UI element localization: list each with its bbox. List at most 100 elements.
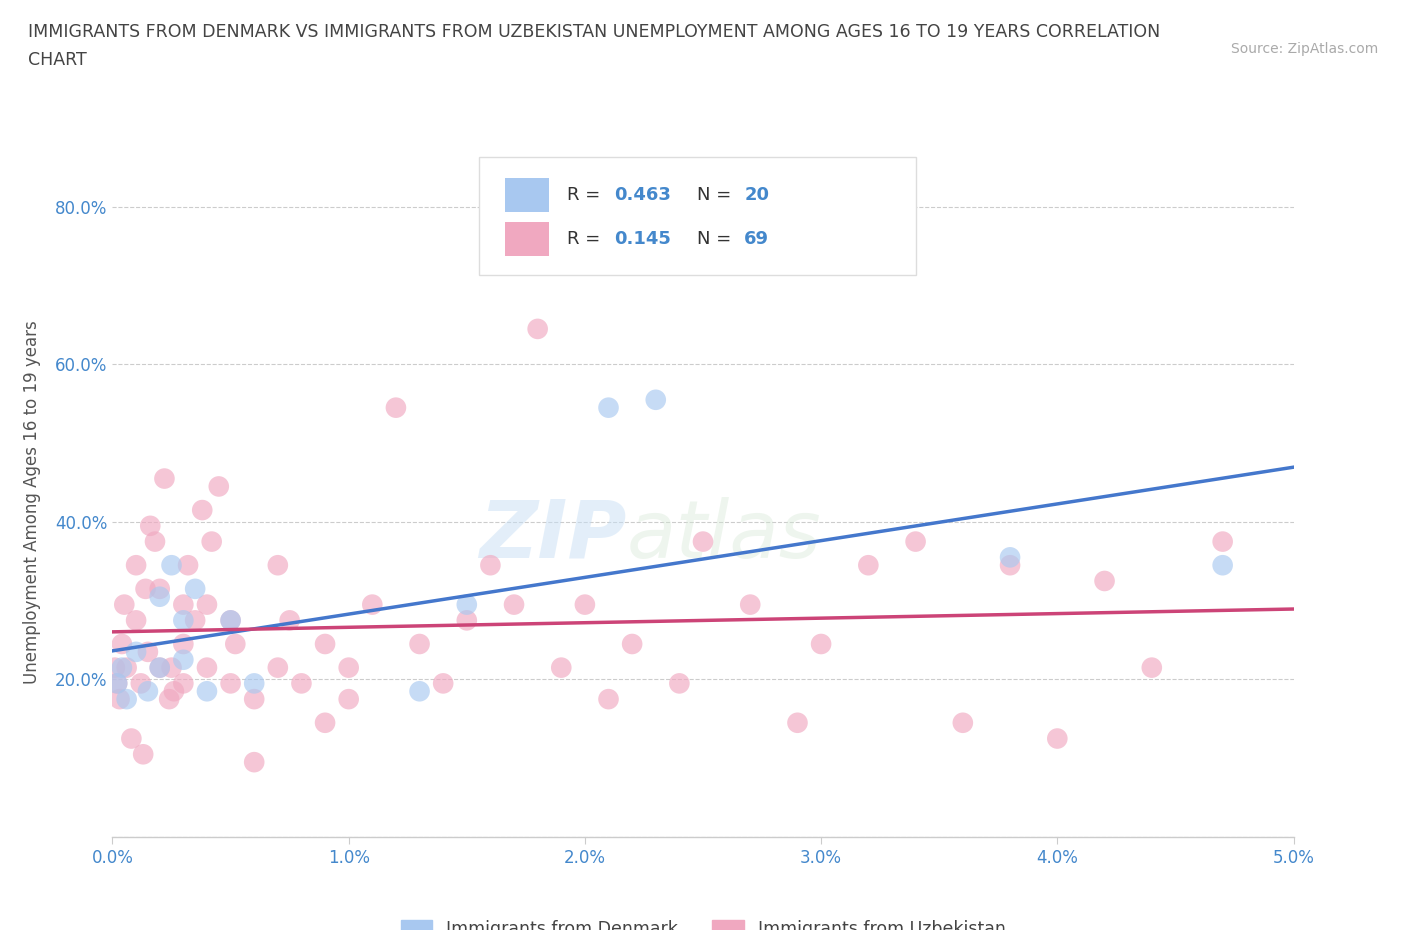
Point [668,676,690,691]
Point [111,660,134,675]
Point [177,558,200,573]
Point [479,558,502,573]
Point [278,613,301,628]
Point [224,636,246,651]
Point [120,731,142,746]
Point [243,692,266,707]
Point [998,550,1021,565]
Point [740,597,762,612]
Point [184,613,207,628]
Point [1140,660,1163,675]
Text: N =: N = [697,230,737,247]
Point [184,581,207,596]
Point [408,684,430,698]
Point [904,534,927,549]
Point [598,692,620,707]
Point [149,590,172,604]
Text: N =: N = [697,186,737,205]
Point [172,636,194,651]
Point [219,676,242,691]
Point [337,660,360,675]
Point [201,534,224,549]
Point [195,660,218,675]
Point [163,684,186,698]
Point [550,660,572,675]
Text: IMMIGRANTS FROM DENMARK VS IMMIGRANTS FROM UZBEKISTAN UNEMPLOYMENT AMONG AGES 16: IMMIGRANTS FROM DENMARK VS IMMIGRANTS FR… [28,23,1160,41]
Point [503,597,526,612]
Point [998,558,1021,573]
Point [149,660,172,675]
Point [195,684,218,698]
Text: 20: 20 [744,186,769,205]
Y-axis label: Unemployment Among Ages 16 to 19 years: Unemployment Among Ages 16 to 19 years [24,320,41,684]
Point [172,597,194,612]
Point [786,715,808,730]
Point [810,636,832,651]
Point [456,613,478,628]
Point [125,644,148,659]
Point [112,597,135,612]
Point [952,715,974,730]
Point [105,676,128,691]
Point [125,558,148,573]
Point [149,581,172,596]
Text: Source: ZipAtlas.com: Source: ZipAtlas.com [1230,42,1378,56]
Point [111,636,134,651]
Point [621,636,644,651]
Point [267,558,290,573]
Point [160,660,183,675]
Point [1094,574,1116,589]
Point [337,692,360,707]
Point [160,558,183,573]
Text: R =: R = [567,186,606,205]
Bar [505,179,550,212]
Point [361,597,384,612]
Point [136,684,159,698]
Point [574,597,596,612]
Point [191,502,214,517]
Point [243,755,266,770]
Text: CHART: CHART [28,51,87,69]
Legend: Immigrants from Denmark, Immigrants from Uzbekistan: Immigrants from Denmark, Immigrants from… [394,912,1012,930]
Point [219,613,242,628]
Text: R =: R = [567,230,606,247]
Point [153,472,176,486]
Point [456,597,478,612]
Text: atlas: atlas [626,497,821,575]
Point [143,534,166,549]
Point [526,322,548,337]
Point [132,747,155,762]
Point [157,692,180,707]
Point [149,660,172,675]
Point [314,636,336,651]
Text: ZIP: ZIP [479,497,626,575]
Point [129,676,152,691]
Point [195,597,218,612]
Point [644,392,666,407]
Point [267,660,290,675]
Point [135,581,157,596]
Point [290,676,312,691]
Point [1212,558,1234,573]
Point [108,692,131,707]
Point [172,652,194,667]
Point [172,613,194,628]
Point [408,636,430,651]
Point [104,660,127,675]
Text: 69: 69 [744,230,769,247]
Point [219,613,242,628]
Point [105,676,128,691]
Point [172,676,194,691]
Point [208,479,231,494]
Text: 0.145: 0.145 [614,230,671,247]
Point [432,676,454,691]
Point [858,558,880,573]
Point [139,518,162,533]
Point [243,676,266,691]
Point [385,400,408,415]
Point [125,613,148,628]
Point [1046,731,1069,746]
Point [136,644,159,659]
Point [314,715,336,730]
Point [1212,534,1234,549]
